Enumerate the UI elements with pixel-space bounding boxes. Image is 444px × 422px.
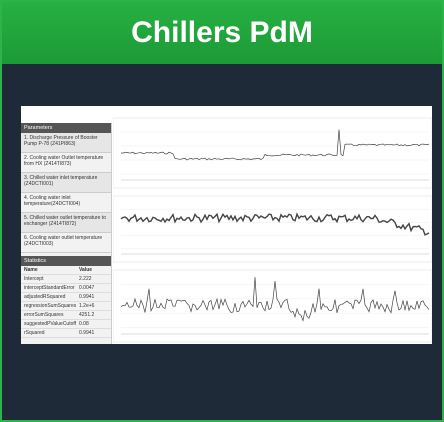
cell: adjustedRSquared — [24, 294, 66, 300]
parameter-item: 3. Chilled water inlet temperature (Z4DC… — [21, 173, 111, 193]
title: Chillers PdM — [131, 16, 313, 49]
cell: 0.9941 — [79, 294, 95, 300]
cell: Intercept — [24, 276, 44, 282]
statistics-title: Statistics — [21, 256, 111, 266]
cell: errorSumSquares — [24, 312, 64, 318]
column-header: Value — [79, 267, 93, 273]
trace — [120, 129, 430, 161]
statistics-header: Name Value — [21, 266, 111, 275]
chart-panel — [113, 195, 432, 263]
parameter-item: 6. Cooling water outlet temperature (Z4D… — [21, 233, 111, 253]
parameter-item: 1. Discharge Pressure of Booster Pump P-… — [21, 133, 111, 153]
statistics-row: regressionSumSquares 1.2e+6 — [21, 302, 111, 311]
cell: rSquared — [24, 330, 45, 336]
statistics-row: rSquared 0.9941 — [21, 329, 111, 338]
parameter-list: 1. Discharge Pressure of Booster Pump P-… — [21, 133, 111, 253]
cell: 0.9941 — [79, 330, 95, 336]
parameters-panel: Parameters 1. Discharge Pressure of Boos… — [21, 123, 112, 344]
screenshot: Parameters 1. Discharge Pressure of Boos… — [21, 106, 432, 344]
statistics-row: errorSumSquares 4251.2 — [21, 311, 111, 320]
statistics-table: Name Value Intercept 2.222 interceptStandard… — [21, 266, 111, 338]
chart-panel — [113, 269, 432, 343]
statistics-row: adjustedRSquared 0.9941 — [21, 293, 111, 302]
cell: 0.0047 — [79, 285, 95, 291]
column-header: Name — [24, 267, 38, 273]
trace — [120, 212, 430, 236]
header: Chillers PdM — [2, 2, 442, 64]
statistics-row: interceptStandardError 0.0047 — [21, 284, 111, 293]
cell: interceptStandardError — [24, 285, 75, 291]
statistics-row: suggestedPValueCutoff 0.08 — [21, 320, 111, 329]
cell: 2.222 — [79, 276, 92, 282]
parameter-item: 5. Chilled water outlet temperature to e… — [21, 213, 111, 233]
cell: 4251.2 — [79, 312, 95, 318]
parameter-item: 2. Cooling water Outlet temperature from… — [21, 153, 111, 173]
parameter-item: 4. Cooling water inlet temperature(Z4DCT… — [21, 193, 111, 213]
parameters-title: Parameters — [21, 123, 111, 133]
cell: 1.2e+6 — [79, 303, 95, 309]
cell: 0.08 — [79, 321, 89, 327]
chart-panel — [113, 117, 432, 189]
cell: suggestedPValueCutoff — [24, 321, 77, 327]
trace — [120, 277, 430, 322]
charts — [113, 117, 432, 343]
statistics-row: Intercept 2.222 — [21, 275, 111, 284]
cell: regressionSumSquares — [24, 303, 77, 309]
